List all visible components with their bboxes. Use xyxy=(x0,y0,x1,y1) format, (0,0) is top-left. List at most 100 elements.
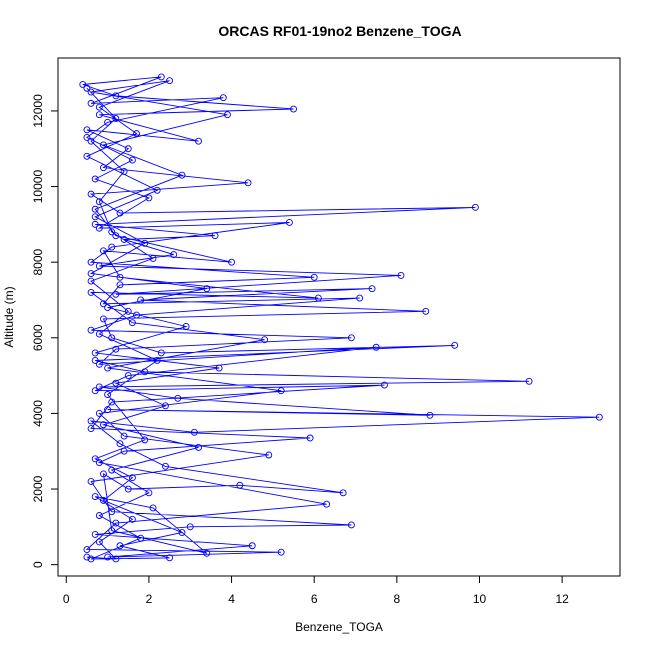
data-point xyxy=(108,466,116,474)
data-point xyxy=(87,137,95,145)
data-point xyxy=(116,281,124,289)
data-point xyxy=(525,377,533,385)
data-point xyxy=(124,372,132,380)
data-point xyxy=(128,474,136,482)
data-point xyxy=(161,462,169,470)
data-point xyxy=(95,330,103,338)
data-point xyxy=(261,336,269,344)
data-point xyxy=(100,315,107,323)
data-point xyxy=(112,232,120,240)
data-point xyxy=(356,294,364,302)
data-point xyxy=(91,455,99,463)
y-tick-label: 8000 xyxy=(31,249,45,276)
x-tick-label: 4 xyxy=(228,592,235,606)
data-point xyxy=(91,530,99,538)
x-axis-label: Benzene_TOGA xyxy=(295,620,383,634)
data-point xyxy=(87,277,95,285)
x-tick-label: 12 xyxy=(555,592,569,606)
data-point xyxy=(79,81,87,88)
data-point xyxy=(248,542,256,550)
data-point xyxy=(347,521,355,529)
data-point xyxy=(182,323,190,330)
data-point xyxy=(100,164,107,172)
data-point xyxy=(133,311,140,319)
data-point xyxy=(87,555,95,563)
data-point xyxy=(277,548,285,556)
data-point xyxy=(153,357,161,364)
data-point xyxy=(595,413,603,421)
data-point xyxy=(104,364,112,372)
data-point xyxy=(161,402,169,410)
data-point xyxy=(100,141,107,149)
data-point xyxy=(145,489,153,497)
data-point xyxy=(265,451,273,459)
data-point xyxy=(141,239,149,247)
data-point xyxy=(186,523,194,531)
data-point xyxy=(124,307,132,315)
data-point xyxy=(91,205,99,213)
data-point xyxy=(157,349,165,357)
data-point xyxy=(87,258,95,266)
data-point xyxy=(87,99,95,107)
data-point xyxy=(83,546,91,553)
data-point xyxy=(203,285,211,293)
data-point xyxy=(108,243,116,251)
data-point xyxy=(104,118,112,126)
data-point xyxy=(112,290,120,298)
x-tick-label: 0 xyxy=(63,592,70,606)
data-point xyxy=(87,190,95,198)
data-point xyxy=(87,88,95,96)
data-point xyxy=(314,294,322,302)
data-point xyxy=(223,111,231,119)
data-point xyxy=(108,334,116,342)
data-point xyxy=(91,175,99,183)
data-point xyxy=(95,459,103,467)
data-point xyxy=(95,383,103,391)
x-tick-label: 10 xyxy=(473,592,487,606)
data-point xyxy=(87,417,95,425)
data-point xyxy=(87,270,95,277)
data-point xyxy=(372,343,380,351)
data-point xyxy=(91,213,99,221)
data-point xyxy=(128,515,136,523)
data-point xyxy=(116,440,124,448)
data-point xyxy=(91,220,99,228)
data-point xyxy=(422,307,430,315)
data-point xyxy=(347,334,355,342)
data-point xyxy=(397,271,405,279)
data-point xyxy=(141,368,149,376)
data-point xyxy=(95,198,103,206)
data-point xyxy=(137,534,145,542)
data-point xyxy=(178,171,186,179)
data-point xyxy=(95,538,103,546)
y-axis: 0 2000 4000 6000 8000 10000 12000 xyxy=(31,94,59,568)
data-point xyxy=(215,364,223,372)
data-point xyxy=(100,300,107,308)
y-tick-label: 0 xyxy=(31,561,45,568)
data-point xyxy=(149,254,157,262)
data-point xyxy=(426,411,434,419)
y-tick-label: 4000 xyxy=(31,400,45,427)
data-point xyxy=(124,145,132,153)
data-point xyxy=(116,209,124,217)
data-point xyxy=(87,326,95,334)
data-point xyxy=(95,409,103,417)
data-point xyxy=(244,179,252,187)
data-point xyxy=(116,273,124,281)
data-point xyxy=(95,512,103,519)
data-point xyxy=(108,228,116,236)
data-point xyxy=(137,296,145,304)
data-point xyxy=(170,251,178,259)
x-tick-label: 2 xyxy=(146,592,153,606)
data-point xyxy=(219,94,227,102)
data-point xyxy=(166,77,174,85)
data-point xyxy=(104,391,112,398)
data-point xyxy=(100,496,107,504)
data-point xyxy=(112,115,120,122)
data-point xyxy=(83,152,91,160)
data-point xyxy=(153,186,161,194)
chart-title: ORCAS RF01-19no2 Benzene_TOGA xyxy=(218,23,461,39)
data-point xyxy=(190,428,198,436)
data-point xyxy=(228,258,236,266)
